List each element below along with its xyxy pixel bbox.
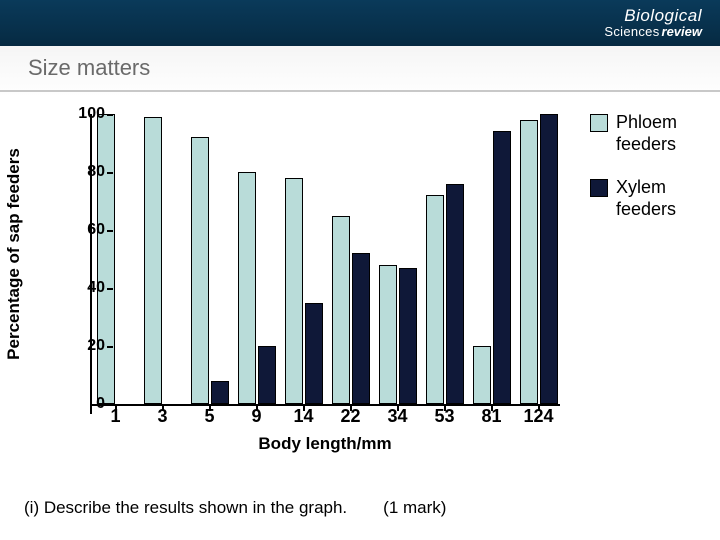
x-tick-mark — [350, 404, 352, 411]
bar — [493, 131, 511, 404]
legend-label-phloem: Phloem feeders — [616, 112, 702, 155]
bar — [352, 253, 370, 404]
x-tick-mark — [538, 404, 540, 411]
y-tick-label: 100 — [45, 105, 105, 123]
bar — [97, 114, 115, 404]
bar — [258, 346, 276, 404]
footer: (i) Describe the results shown in the gr… — [24, 498, 696, 518]
brand-line2b: review — [662, 24, 702, 39]
y-tick-label: 80 — [45, 163, 105, 181]
bar — [473, 346, 491, 404]
header-area: Size matters — [0, 46, 720, 92]
y-tick-label: 0 — [45, 395, 105, 413]
x-tick-mark — [491, 404, 493, 411]
question-text: (i) Describe the results shown in the gr… — [24, 498, 347, 518]
legend-item-phloem: Phloem feeders — [590, 112, 702, 155]
page-root: Biological Sciencesreview Size matters P… — [0, 0, 720, 540]
bar — [305, 303, 323, 405]
bar — [426, 195, 444, 404]
legend-label-xylem: Xylem feeders — [616, 177, 702, 220]
page-title: Size matters — [28, 55, 150, 81]
y-tick-label: 60 — [45, 221, 105, 239]
chart: Percentage of sap feeders 020406080100 1… — [20, 104, 580, 464]
bar — [211, 381, 229, 404]
x-tick-mark — [209, 404, 211, 411]
brand-line2: Sciencesreview — [604, 25, 702, 39]
top-bar: Biological Sciencesreview — [0, 0, 720, 46]
bar — [285, 178, 303, 404]
legend: Phloem feeders Xylem feeders — [590, 112, 702, 242]
brand-line1: Biological — [604, 7, 702, 25]
legend-swatch-phloem — [590, 114, 608, 132]
y-tick-label: 40 — [45, 279, 105, 297]
brand-logo: Biological Sciencesreview — [604, 7, 702, 38]
plot-area — [90, 114, 560, 404]
x-tick-mark — [397, 404, 399, 411]
brand-line2a: Sciences — [604, 24, 659, 39]
bar — [332, 216, 350, 405]
bars-container — [90, 114, 560, 404]
x-tick-mark — [256, 404, 258, 411]
bar — [238, 172, 256, 404]
bar — [144, 117, 162, 404]
y-tick-label: 20 — [45, 337, 105, 355]
x-tick-mark — [303, 404, 305, 411]
legend-item-xylem: Xylem feeders — [590, 177, 702, 220]
bar — [191, 137, 209, 404]
x-tick-mark — [115, 404, 117, 411]
legend-swatch-xylem — [590, 179, 608, 197]
y-axis-label: Percentage of sap feeders — [4, 148, 24, 360]
bar — [379, 265, 397, 404]
bar — [446, 184, 464, 404]
x-tick-mark — [444, 404, 446, 411]
x-tick-mark — [162, 404, 164, 411]
marks-text: (1 mark) — [383, 498, 446, 518]
x-axis-label: Body length/mm — [90, 434, 560, 454]
bar — [399, 268, 417, 404]
bar — [520, 120, 538, 404]
bar — [540, 114, 558, 404]
